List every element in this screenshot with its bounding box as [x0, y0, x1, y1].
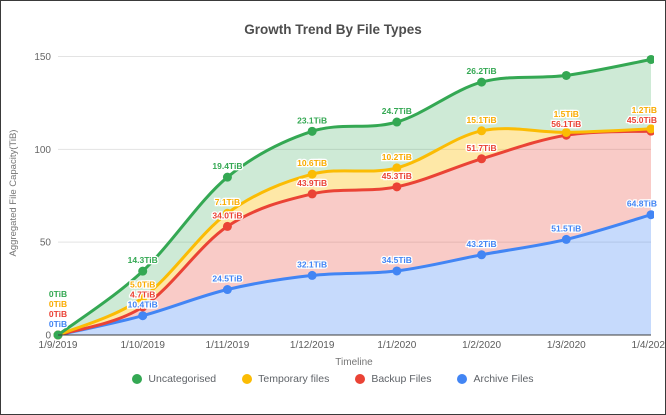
point-label: 10.6TiB	[297, 158, 327, 168]
point-temporary-files-1[interactable]	[138, 293, 148, 303]
point-backup-files-1[interactable]	[138, 302, 148, 312]
point-uncategorised-2[interactable]	[222, 172, 232, 182]
point-backup-files-3[interactable]	[307, 189, 317, 199]
y-axis-ticks: 0 50 100 150	[34, 52, 51, 342]
x-tick-5: 1/2/2020	[462, 340, 501, 351]
line-uncategorised	[57, 58, 652, 337]
legend-item-temporary-files[interactable]: Temporary files	[242, 373, 329, 385]
point-label: 51.5TiB	[551, 223, 581, 233]
legend-dot-temporary-files	[242, 374, 253, 384]
legend-label: Archive Files	[473, 373, 534, 385]
x-tick-1: 1/10/2019	[120, 340, 165, 351]
point-temporary-files-3[interactable]	[307, 169, 317, 179]
point-label: 64.8TiB	[627, 199, 657, 209]
point-uncategorised-4[interactable]	[392, 117, 402, 127]
legend-dot-uncategorised	[132, 374, 143, 384]
point-archive-files-1[interactable]	[138, 311, 148, 321]
point-label: 1.2TiB	[632, 105, 657, 115]
point-label: 45.0TiB	[627, 115, 657, 125]
point-backup-files-4[interactable]	[392, 182, 402, 192]
line-archive-files	[57, 213, 652, 337]
point-label: 43.9TiB	[297, 178, 327, 188]
legend-label: Backup Files	[371, 373, 432, 385]
point-temporary-files-5[interactable]	[477, 126, 487, 136]
point-label: 51.7TiB	[467, 143, 497, 153]
point-label: 32.1TiB	[297, 259, 327, 269]
point-label: 24.5TiB	[212, 274, 242, 284]
x-tick-2: 1/11/2019	[206, 340, 250, 351]
point-label: 43.2TiB	[467, 239, 497, 249]
point-archive-files-3[interactable]	[307, 270, 317, 280]
point-label: 10.4TiB	[128, 300, 158, 310]
x-tick-7: 1/4/2020	[632, 340, 665, 351]
point-archive-files-2[interactable]	[222, 285, 232, 295]
point-label: 15.1TiB	[467, 115, 497, 125]
line-temporary-files	[57, 127, 652, 337]
y-tick-150: 150	[34, 52, 51, 63]
point-temporary-files-6[interactable]	[561, 127, 571, 137]
point-label: 5.0TiB	[130, 280, 155, 290]
y-tick-0: 0	[45, 331, 51, 342]
point-temporary-files-2[interactable]	[222, 208, 232, 218]
x-tick-0: 1/9/2019	[39, 340, 78, 351]
x-axis-ticks: 1/9/2019 1/10/2019 1/11/2019 1/12/2019 1/1/2…	[39, 340, 665, 351]
point-temporary-files-4[interactable]	[392, 163, 402, 173]
point-label: 1.5TiB	[554, 109, 579, 119]
legend: Uncategorised Temporary files Backup Files…	[1, 373, 665, 385]
point-label: 34.0TiB	[212, 210, 242, 220]
point-uncategorised-6[interactable]	[561, 70, 571, 80]
line-backup-files	[57, 129, 652, 337]
chart-title: Growth Trend By File Types	[244, 22, 422, 37]
area-band-archive-files	[58, 214, 651, 335]
point-label: 34.5TiB	[382, 255, 412, 265]
point-archive-files-7[interactable]	[646, 210, 656, 220]
point-backup-files-5[interactable]	[477, 154, 487, 164]
area-band-backup-files	[58, 131, 651, 335]
legend-item-uncategorised[interactable]: Uncategorised	[132, 373, 216, 385]
y-axis-title: Aggregated File Capacity(TiB)	[8, 130, 19, 257]
point-uncategorised-5[interactable]	[477, 77, 487, 87]
point-archive-files-4[interactable]	[392, 266, 402, 276]
point-label: 4.7TiB	[130, 290, 155, 300]
point-label: 45.3TiB	[382, 171, 412, 181]
legend-dot-backup-files	[355, 374, 366, 384]
legend-dot-archive-files	[457, 374, 468, 384]
point-label: 14.3TiB	[128, 255, 158, 265]
legend-label: Temporary files	[258, 373, 330, 385]
x-tick-4: 1/1/2020	[377, 340, 416, 351]
point-label: 0TiB	[49, 289, 67, 299]
point-backup-files-2[interactable]	[222, 221, 232, 231]
point-label: 0TiB	[49, 319, 67, 329]
legend-item-archive-files[interactable]: Archive Files	[457, 373, 534, 385]
point-label: 56.1TiB	[551, 119, 581, 129]
point-label: 0TiB	[49, 309, 67, 319]
legend-label: Uncategorised	[148, 373, 217, 385]
y-tick-50: 50	[40, 238, 52, 249]
point-label: 19.4TiB	[212, 161, 242, 171]
point-archive-files-6[interactable]	[561, 234, 571, 244]
point-uncategorised-3[interactable]	[307, 126, 317, 136]
point-label: 7.1TiB	[215, 197, 240, 207]
point-label: 24.7TiB	[382, 106, 412, 116]
point-label: 10.2TiB	[382, 152, 412, 162]
point-archive-files-5[interactable]	[477, 250, 487, 260]
area-band-temporary-files	[58, 128, 651, 335]
x-tick-3: 1/12/2019	[290, 340, 335, 351]
point-label: 0TiB	[49, 299, 67, 309]
point-label: 26.2TiB	[467, 66, 497, 76]
x-axis-title: Timeline	[335, 357, 373, 368]
legend-item-backup-files[interactable]: Backup Files	[355, 373, 431, 385]
point-temporary-files-7[interactable]	[646, 124, 656, 134]
x-tick-6: 1/3/2020	[547, 340, 586, 351]
point-uncategorised-1[interactable]	[138, 266, 148, 276]
y-tick-100: 100	[34, 145, 51, 156]
point-label: 23.1TiB	[297, 115, 327, 125]
point-uncategorised-7[interactable]	[646, 54, 656, 64]
